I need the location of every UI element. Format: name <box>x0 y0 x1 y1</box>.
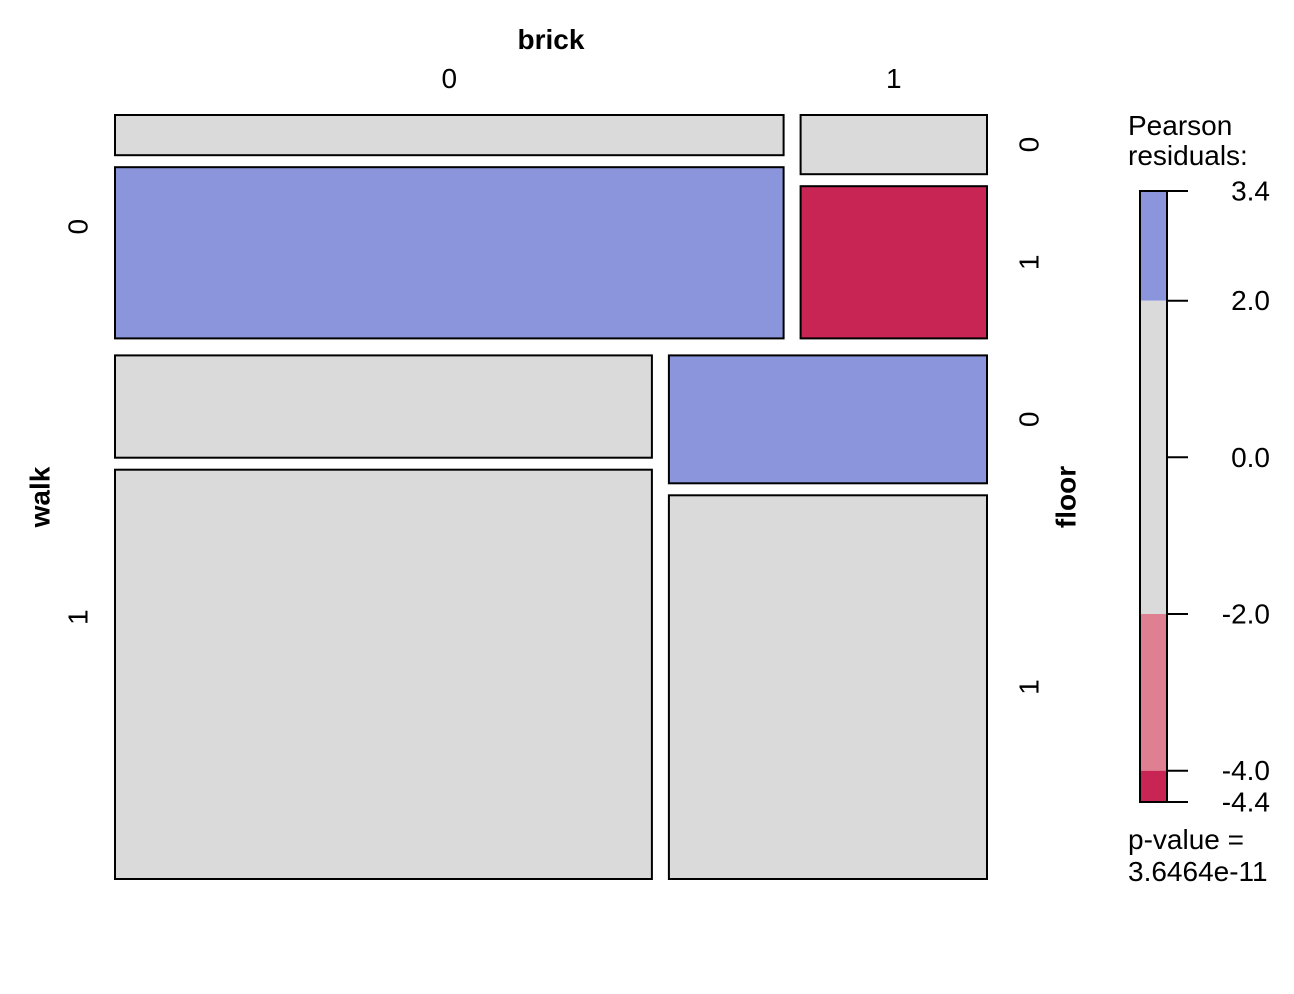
legend-tick-label: -4.0 <box>1222 755 1270 786</box>
legend-tick-label: 3.4 <box>1231 176 1270 207</box>
floor-axis-title: floor <box>1051 466 1082 528</box>
floor-level-label: 0 <box>1014 412 1045 428</box>
mosaic-labels: brick walk floor 0 1 0 0 1 1 0 1 <box>25 24 1082 695</box>
mosaic-cells <box>114 114 989 880</box>
mosaic-cell-walk0-brick0-floor1 <box>114 166 785 340</box>
floor-level-label: 1 <box>1014 679 1045 695</box>
mosaic-cell-walk0-brick0-floor0 <box>114 114 785 157</box>
legend-band <box>1140 614 1167 771</box>
legend-band <box>1140 770 1167 802</box>
brick-level-label: 0 <box>442 63 458 94</box>
legend-ticks: 3.4 2.0 0.0 -2.0 -4.0-4.4 <box>1167 176 1270 818</box>
legend-color-bar <box>1139 190 1168 803</box>
mosaic-cell-walk1-brick1-floor0 <box>667 354 989 485</box>
brick-axis-title: brick <box>518 24 585 55</box>
mosaic-cell-walk0-brick1-floor0 <box>799 114 988 176</box>
mosaic-cell-walk0-brick1-floor1 <box>799 185 988 340</box>
mosaic-cell-walk1-brick1-floor1 <box>667 494 989 880</box>
legend-tick-label: 2.0 <box>1231 285 1270 316</box>
brick-level-label: 1 <box>886 63 902 94</box>
legend-tick-label: -4.4 <box>1222 787 1270 818</box>
legend-title-line-1: Pearson <box>1128 110 1232 141</box>
walk-level-label: 1 <box>63 609 94 625</box>
legend-tick-label: 0.0 <box>1231 442 1270 473</box>
mosaic-cell-walk1-brick0-floor0 <box>114 354 653 459</box>
walk-level-label: 0 <box>63 219 94 235</box>
legend-bar-frame <box>1139 190 1168 803</box>
floor-level-label: 1 <box>1014 254 1045 270</box>
legend-title-line-2: residuals: <box>1128 140 1248 171</box>
p-value-label: p-value = <box>1128 824 1244 855</box>
walk-axis-title: walk <box>25 466 56 528</box>
legend-tick-label: -2.0 <box>1222 599 1270 630</box>
p-value: 3.6464e-11 <box>1128 856 1268 887</box>
legend-band <box>1140 300 1167 614</box>
floor-level-label: 0 <box>1014 137 1045 153</box>
residual-legend: Pearson residuals: 3.4 2.0 0.0 -2.0 -4.0-4.4… <box>1128 110 1270 887</box>
legend-band <box>1140 191 1167 301</box>
mosaic-cell-walk1-brick0-floor1 <box>114 468 653 880</box>
